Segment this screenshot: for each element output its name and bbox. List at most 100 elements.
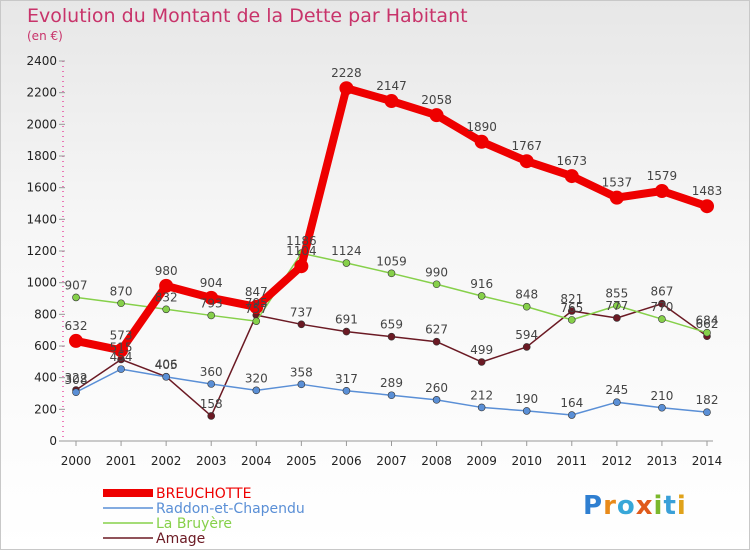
data-label: 793: [200, 296, 223, 310]
x-tick-label: 2002: [151, 454, 182, 468]
legend-label: BREUCHOTTE: [156, 486, 251, 502]
logo-letter: t: [663, 491, 677, 521]
data-point: [162, 373, 170, 381]
y-tick-label: 400: [34, 371, 57, 385]
data-point: [474, 134, 489, 149]
data-point: [613, 301, 621, 310]
data-point: [342, 327, 351, 336]
data-point: [432, 337, 441, 346]
data-label: 904: [200, 276, 223, 290]
data-point: [654, 183, 669, 198]
data-point: [613, 398, 621, 407]
data-point: [522, 407, 531, 415]
data-point: [658, 403, 666, 412]
x-tick-label: 2012: [602, 454, 633, 468]
legend-label: Amage: [156, 531, 205, 547]
x-tick-label: 2007: [376, 454, 407, 468]
x-tick-label: 2013: [647, 454, 678, 468]
data-label: 855: [605, 287, 628, 301]
x-tick-label: 2006: [331, 454, 362, 468]
data-label: 245: [605, 383, 628, 397]
data-label: 757: [245, 302, 268, 316]
data-label: 2058: [421, 93, 452, 107]
data-point: [432, 280, 441, 289]
data-point: [72, 293, 80, 302]
data-point: [114, 343, 129, 358]
x-tick-label: 2003: [196, 454, 227, 468]
data-point: [252, 386, 261, 395]
data-label: 627: [425, 323, 448, 337]
logo-letter: o: [616, 491, 636, 521]
data-point: [477, 403, 486, 412]
data-point: [249, 299, 264, 314]
data-point: [207, 311, 216, 320]
y-tick-label: 200: [34, 402, 57, 416]
y-tick-label: 800: [34, 307, 57, 321]
x-tick-label: 2010: [511, 454, 542, 468]
series-layer: [69, 81, 714, 420]
data-point: [342, 259, 351, 267]
data-point: [477, 358, 486, 366]
data-point: [613, 314, 621, 322]
data-label: 454: [110, 350, 133, 364]
data-label: 289: [380, 376, 403, 390]
data-point: [432, 396, 441, 404]
data-label: 573: [110, 328, 133, 342]
data-label: 164: [560, 396, 583, 410]
data-label: 867: [650, 285, 673, 299]
y-tick-label: 1000: [26, 276, 57, 290]
data-point: [477, 292, 486, 300]
logo-letter: i: [653, 491, 664, 521]
data-label: 158: [200, 397, 223, 411]
data-point: [162, 305, 170, 314]
data-label: 1537: [602, 176, 633, 190]
data-label: 870: [110, 284, 133, 298]
data-label: 632: [65, 319, 88, 333]
data-label: 212: [470, 388, 493, 402]
data-point: [658, 299, 666, 308]
logo-letter: i: [676, 491, 687, 521]
x-tick-label: 2000: [61, 454, 92, 468]
y-tick-label: 0: [49, 434, 57, 448]
data-point: [429, 108, 444, 123]
data-label: 322: [65, 371, 88, 385]
data-point: [522, 302, 531, 311]
proxiti-logo: Proxiti: [583, 491, 687, 521]
data-point: [72, 388, 80, 397]
data-label: 691: [335, 313, 358, 327]
y-tick-label: 2400: [26, 54, 57, 68]
data-point: [117, 299, 125, 308]
data-point: [522, 343, 531, 351]
data-label: 190: [515, 392, 538, 406]
data-label: 662: [696, 317, 719, 331]
data-label: 659: [380, 318, 403, 332]
y-tick-label: 2200: [26, 86, 57, 100]
data-label: 2228: [331, 66, 362, 80]
x-tick-label: 2014: [692, 454, 723, 468]
data-point: [658, 315, 666, 323]
data-label: 795: [245, 296, 268, 310]
data-point: [159, 278, 174, 293]
data-point: [207, 380, 216, 388]
data-label: 847: [245, 285, 268, 299]
data-label: 916: [470, 277, 493, 291]
data-label: 499: [470, 343, 493, 357]
legend-label: La Bruyère: [156, 516, 232, 532]
y-tick-label: 1600: [26, 181, 57, 195]
data-label: 405: [155, 358, 178, 372]
data-label: 990: [425, 265, 448, 279]
data-point: [567, 411, 576, 419]
data-label: 260: [425, 381, 448, 395]
data-point: [519, 154, 534, 169]
data-label: 770: [650, 300, 673, 314]
data-point: [567, 307, 576, 315]
axes: 0 200 400 600 800 1000 1200 1400 1600 1800 2000 220…: [26, 54, 722, 468]
data-point: [207, 412, 216, 420]
data-label: 907: [65, 278, 88, 292]
data-label: 515: [110, 340, 133, 354]
data-label: 1059: [376, 254, 407, 268]
x-tick-label: 2004: [241, 454, 272, 468]
x-tick-label: 2008: [421, 454, 452, 468]
